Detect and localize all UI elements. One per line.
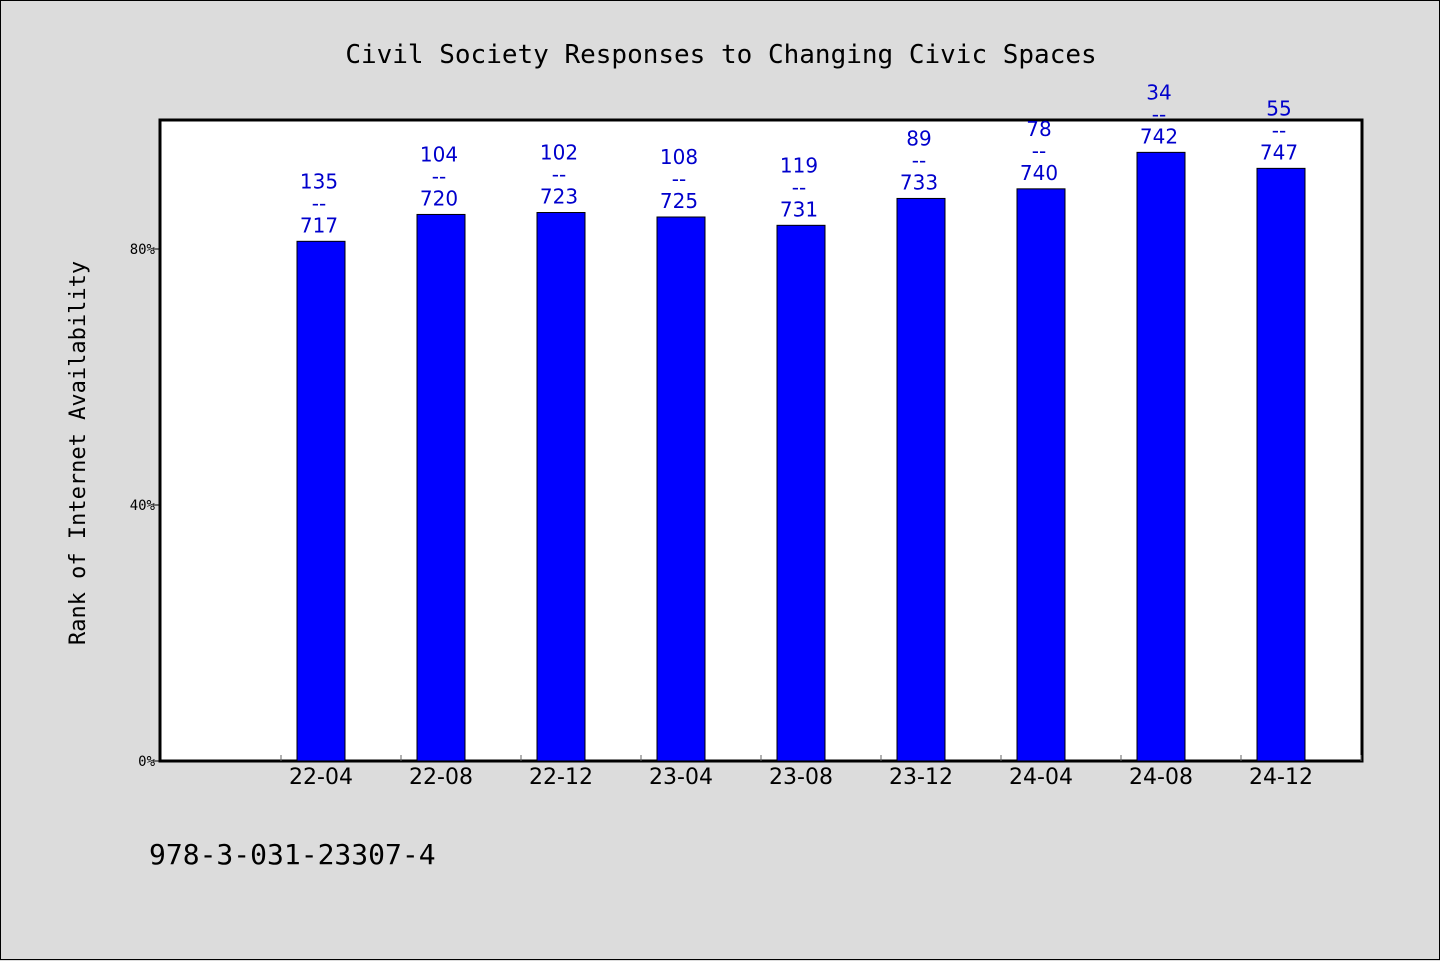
bar xyxy=(1256,167,1306,762)
bar xyxy=(1016,188,1066,762)
x-tick-label: 24-08 xyxy=(1129,765,1193,790)
y-tick-label: 0% xyxy=(138,754,155,770)
bar-label-bottom: 742 xyxy=(1140,124,1178,148)
bar-label-top: 55 xyxy=(1266,96,1291,120)
bar-label-sep: -- xyxy=(1272,118,1286,142)
bar-label-sep: -- xyxy=(912,148,926,172)
bar xyxy=(656,216,706,762)
bars xyxy=(296,151,1306,762)
bar-label-top: 78 xyxy=(1026,117,1051,141)
y-tick-label: 40% xyxy=(130,498,156,514)
bar-label-bottom: 731 xyxy=(780,197,818,221)
bar-label-top: 102 xyxy=(540,141,578,165)
footnote-isbn: 978-3-031-23307-4 xyxy=(149,838,436,871)
bar-label-bottom: 740 xyxy=(1020,161,1058,185)
bar xyxy=(536,212,586,762)
y-axis-label: Rank of Internet Availability xyxy=(66,261,91,645)
chart-title: Civil Society Responses to Changing Civi… xyxy=(345,40,1096,70)
x-axis: 22-04 22-08 22-12 23-04 23-08 23-12 24-04 24-08… xyxy=(280,755,1362,790)
bar-label-sep: -- xyxy=(792,175,806,199)
bar-label-top: 135 xyxy=(300,169,338,193)
y-tick-label: 80% xyxy=(130,242,156,258)
bar-label-top: 119 xyxy=(780,153,818,177)
bar-label-sep: -- xyxy=(312,191,326,215)
bar xyxy=(776,224,826,762)
bar xyxy=(1136,151,1186,762)
x-tick-label: 22-08 xyxy=(409,765,473,790)
bar-label-bottom: 733 xyxy=(900,170,938,194)
bar-label-bottom: 725 xyxy=(660,189,698,213)
bar-label-top: 34 xyxy=(1146,80,1171,104)
bar-label-bottom: 747 xyxy=(1260,140,1298,164)
bar-label-bottom: 723 xyxy=(540,185,578,209)
x-tick-label: 24-12 xyxy=(1249,765,1313,790)
bar-label-sep: -- xyxy=(552,163,566,187)
bar xyxy=(296,240,346,762)
x-tick-label: 23-04 xyxy=(649,765,713,790)
bar-label-sep: -- xyxy=(672,167,686,191)
bar-label-bottom: 717 xyxy=(300,213,338,237)
bar-label-top: 89 xyxy=(906,126,931,150)
bar-label-sep: -- xyxy=(1152,102,1166,126)
bar-label-top: 104 xyxy=(420,142,458,166)
bar-label-bottom: 720 xyxy=(420,186,458,210)
bar-label-sep: -- xyxy=(432,164,446,188)
bar-label-sep: -- xyxy=(1032,139,1046,163)
bar-label-top: 108 xyxy=(660,145,698,169)
x-tick-label: 22-12 xyxy=(529,765,593,790)
bar xyxy=(416,213,466,762)
x-tick-label: 23-12 xyxy=(889,765,953,790)
x-tick-label: 22-04 xyxy=(289,765,353,790)
bar xyxy=(896,197,946,762)
y-axis: 0% 40% 80% xyxy=(130,242,161,770)
x-tick-label: 24-04 xyxy=(1009,765,1073,790)
bar-labels: 717--135720--104723--102725--108731--119… xyxy=(300,80,1298,237)
x-tick-label: 23-08 xyxy=(769,765,833,790)
